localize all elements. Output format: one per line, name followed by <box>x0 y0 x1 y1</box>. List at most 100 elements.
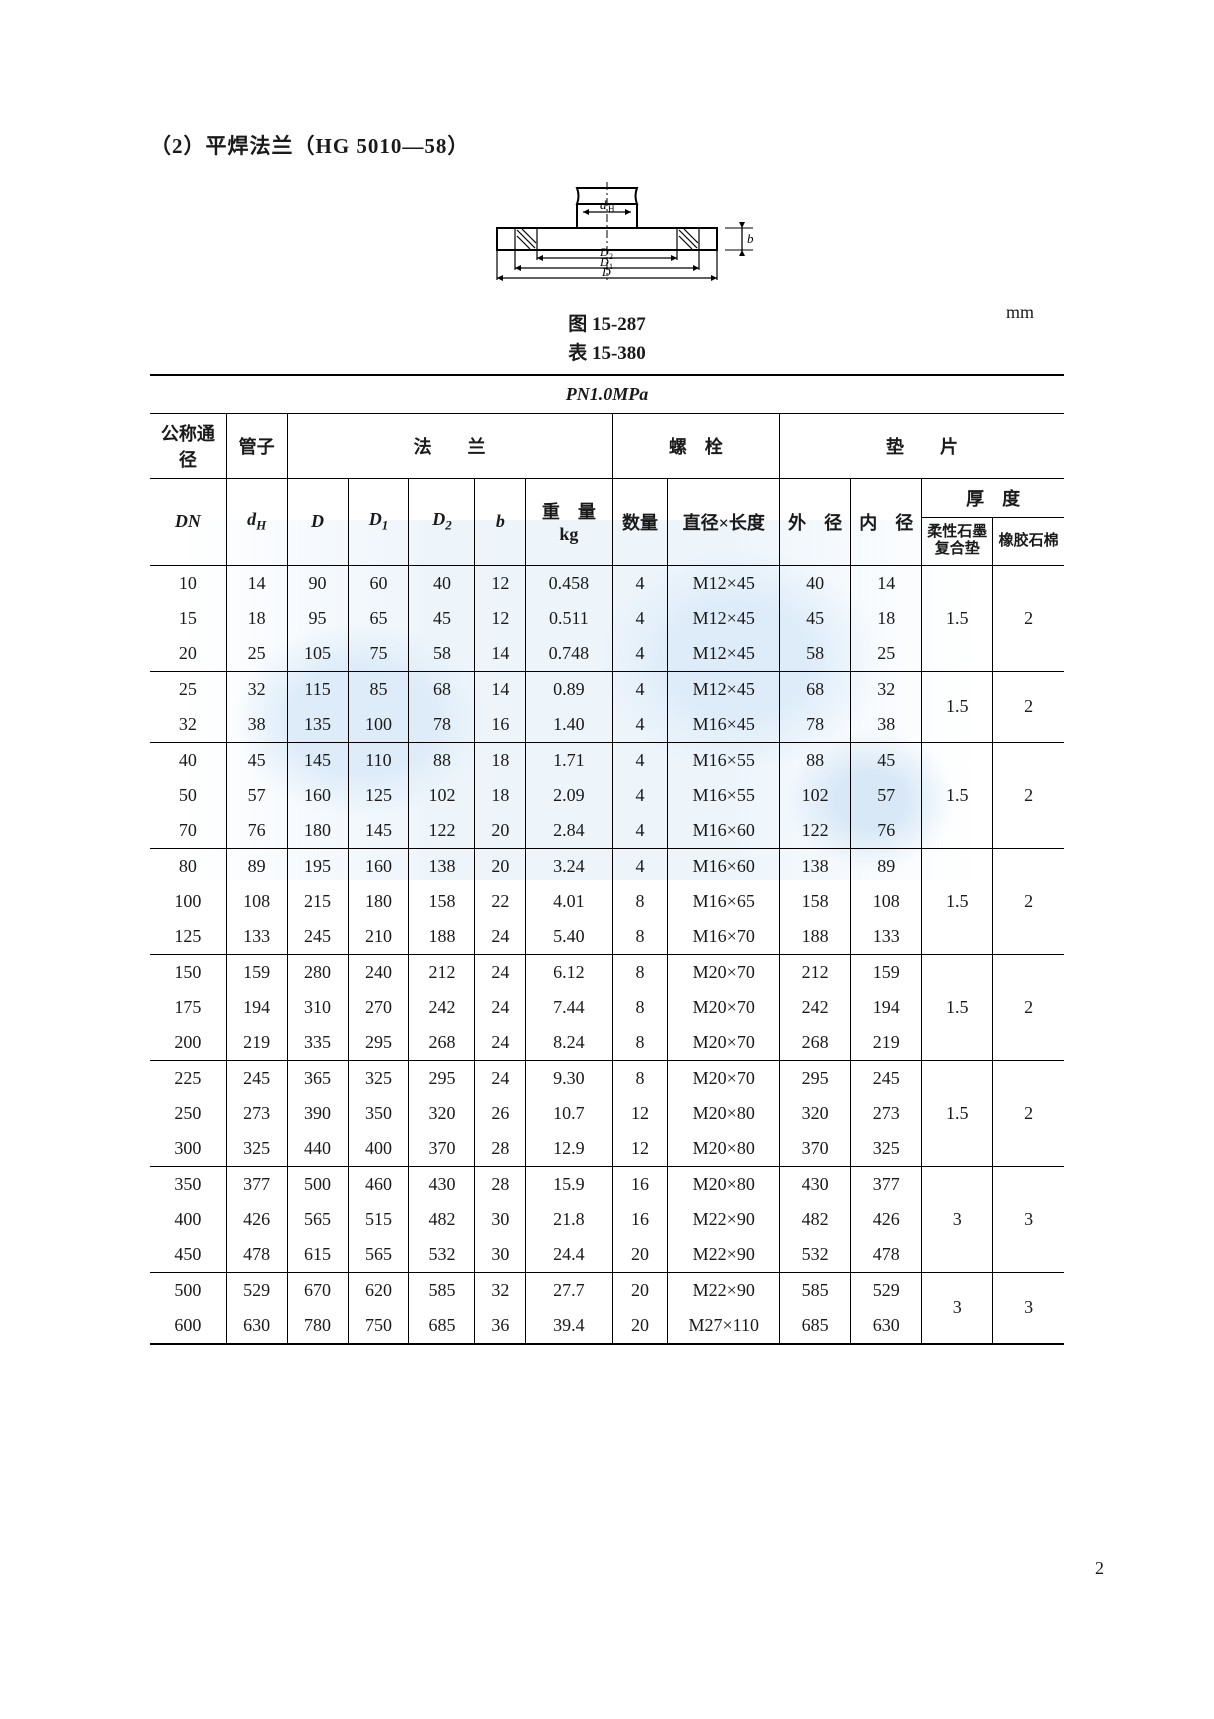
table-cell: 377 <box>226 1166 287 1202</box>
table-cell: 390 <box>287 1096 348 1131</box>
table-cell: 585 <box>780 1272 851 1308</box>
table-cell: 20 <box>475 813 526 849</box>
table-cell: 14 <box>475 671 526 707</box>
table-cell: 102 <box>409 778 475 813</box>
data-table: PN1.0MPa 公称通径 管子 法 兰 螺 栓 垫 片 DN dH D <box>150 374 1064 1345</box>
table-cell: M16×60 <box>668 813 780 849</box>
table-cell: 212 <box>780 954 851 990</box>
table-cell: 138 <box>780 848 851 884</box>
table-cell: 780 <box>287 1308 348 1344</box>
table-cell: 14 <box>226 565 287 601</box>
table-cell: 370 <box>409 1131 475 1167</box>
table-cell-thick-a: 3 <box>922 1166 993 1272</box>
table-cell: 430 <box>409 1166 475 1202</box>
table-cell: 115 <box>287 671 348 707</box>
table-cell: 122 <box>409 813 475 849</box>
table-row: 225245365325295249.308M20×702952451.52 <box>150 1060 1064 1096</box>
table-cell: 4 <box>612 848 668 884</box>
table-cell: 145 <box>287 742 348 778</box>
table-cell: 159 <box>851 954 922 990</box>
figure-caption: 图 15-287 表 15-380 <box>150 311 1064 368</box>
table-cell: 7.44 <box>526 990 612 1025</box>
table-cell: 15 <box>150 601 226 636</box>
table-cell: 500 <box>287 1166 348 1202</box>
table-cell: 0.89 <box>526 671 612 707</box>
table-cell: 532 <box>780 1237 851 1273</box>
table-cell: M16×65 <box>668 884 780 919</box>
table-cell-thick-a: 1.5 <box>922 742 993 848</box>
table-cell: 515 <box>348 1202 409 1237</box>
table-cell: 125 <box>348 778 409 813</box>
table-cell: 4 <box>612 813 668 849</box>
table-cell: 45 <box>851 742 922 778</box>
table-cell: 273 <box>226 1096 287 1131</box>
table-cell: 158 <box>780 884 851 919</box>
table-cell: 57 <box>226 778 287 813</box>
table-cell: 58 <box>409 636 475 672</box>
table-cell: 5.40 <box>526 919 612 955</box>
table-cell: 565 <box>287 1202 348 1237</box>
table-cell: 32 <box>851 671 922 707</box>
table-cell: 20 <box>475 848 526 884</box>
table-cell: 180 <box>287 813 348 849</box>
hdr-thick-b: 橡胶石棉 <box>993 518 1064 566</box>
table-cell: 158 <box>409 884 475 919</box>
table-cell: 20 <box>612 1272 668 1308</box>
table-cell: 273 <box>851 1096 922 1131</box>
table-cell: 105 <box>287 636 348 672</box>
table-cell: 45 <box>226 742 287 778</box>
table-cell: 4 <box>612 636 668 672</box>
table-cell-thick-a: 1.5 <box>922 671 993 742</box>
table-cell: 24.4 <box>526 1237 612 1273</box>
table-cell: 325 <box>348 1060 409 1096</box>
table-cell: 325 <box>851 1131 922 1167</box>
table-cell: 18 <box>851 601 922 636</box>
hdr-dialen: 直径×长度 <box>668 479 780 566</box>
table-number: 表 15-380 <box>568 343 646 364</box>
table-cell: 400 <box>348 1131 409 1167</box>
table-cell: 450 <box>150 1237 226 1273</box>
table-cell: 529 <box>851 1272 922 1308</box>
hdr-D: D <box>287 479 348 566</box>
table-cell: 85 <box>348 671 409 707</box>
table-cell: 482 <box>409 1202 475 1237</box>
table-cell: 370 <box>780 1131 851 1167</box>
table-cell: 12 <box>475 601 526 636</box>
table-cell: 32 <box>475 1272 526 1308</box>
table-cell: 135 <box>287 707 348 743</box>
table-cell: 3.24 <box>526 848 612 884</box>
table-cell: 175 <box>150 990 226 1025</box>
table-cell: 89 <box>226 848 287 884</box>
table-cell: 18 <box>475 778 526 813</box>
table-cell: 270 <box>348 990 409 1025</box>
table-cell: 30 <box>475 1237 526 1273</box>
table-cell: 9.30 <box>526 1060 612 1096</box>
table-cell: 40 <box>780 565 851 601</box>
table-cell-thick-b: 2 <box>993 565 1064 671</box>
hdr-flange-group: 法 兰 <box>287 414 612 479</box>
table-cell: 76 <box>226 813 287 849</box>
table-cell: 80 <box>150 848 226 884</box>
table-cell: 670 <box>287 1272 348 1308</box>
table-row: 8089195160138203.244M16×60138891.52 <box>150 848 1064 884</box>
hdr-dh: dH <box>226 479 287 566</box>
table-cell: 4 <box>612 707 668 743</box>
table-cell: M12×45 <box>668 565 780 601</box>
table-cell: 212 <box>409 954 475 990</box>
unit-label: mm <box>1006 302 1034 323</box>
table-cell: 32 <box>226 671 287 707</box>
table-cell: 8 <box>612 1025 668 1061</box>
table-cell: 0.748 <box>526 636 612 672</box>
table-cell: 20 <box>612 1237 668 1273</box>
table-cell: 295 <box>409 1060 475 1096</box>
table-cell: 245 <box>851 1060 922 1096</box>
table-cell: 125 <box>150 919 226 955</box>
table-cell: 30 <box>475 1202 526 1237</box>
hdr-thick-a: 柔性石墨复合垫 <box>922 518 993 566</box>
table-cell: 195 <box>287 848 348 884</box>
table-cell: 350 <box>150 1166 226 1202</box>
table-cell-thick-b: 2 <box>993 1060 1064 1166</box>
page-number: 2 <box>1095 1558 1104 1579</box>
table-cell: 57 <box>851 778 922 813</box>
table-cell: 685 <box>780 1308 851 1344</box>
